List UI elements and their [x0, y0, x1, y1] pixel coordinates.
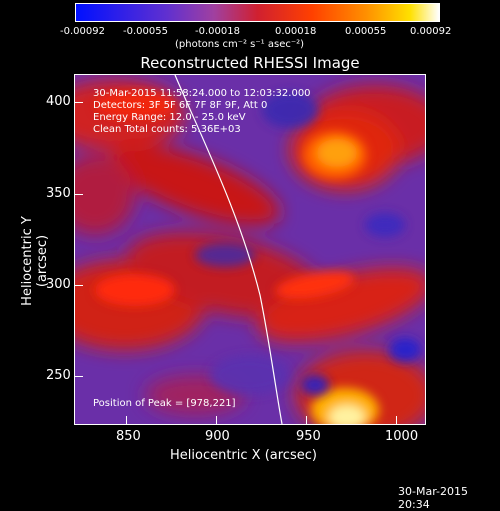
colorbar-tick: -0.00018: [195, 26, 240, 37]
x-tick-mark: [396, 416, 397, 424]
x-tick-label: 1000: [385, 429, 419, 444]
x-tick-label: 950: [296, 429, 321, 444]
x-tick-mark: [306, 416, 307, 424]
x-tick-mark: [126, 416, 127, 424]
colorbar-tick: 0.00092: [410, 26, 452, 37]
solar-limb-line: [174, 75, 283, 424]
time-range-label: 30-Mar-2015 11:58:24.000 to 12:03:32.000: [93, 88, 311, 99]
plot-timestamp: 30-Mar-2015 20:34: [398, 485, 468, 511]
y-tick-mark: [75, 102, 83, 103]
method-counts-label: Clean Total counts: 5.36E+03: [93, 124, 241, 135]
image-plot: [74, 74, 426, 425]
colorbar-units: (photons cm⁻² s⁻¹ asec⁻²): [175, 39, 305, 50]
y-tick-mark: [75, 285, 83, 286]
detectors-label: Detectors: 3F 5F 6F 7F 8F 9F, Att 0: [93, 100, 268, 111]
y-tick-label: 300: [46, 277, 71, 292]
colorbar: [75, 3, 440, 22]
heatmap-image: [75, 75, 425, 424]
y-tick-label: 350: [46, 186, 71, 201]
y-tick-label: 250: [46, 368, 71, 383]
y-tick-mark: [75, 376, 83, 377]
y-tick-mark: [75, 194, 83, 195]
x-tick-mark: [216, 416, 217, 424]
colorbar-tick: 0.00055: [345, 26, 387, 37]
x-axis-label: Heliocentric X (arcsec): [170, 448, 317, 463]
colorbar-tick: 0.00018: [275, 26, 317, 37]
y-tick-label: 400: [46, 94, 71, 109]
x-tick-label: 850: [116, 429, 141, 444]
plot-title: Reconstructed RHESSI Image: [140, 54, 360, 72]
peak-position-label: Position of Peak = [978,221]: [93, 398, 236, 409]
colorbar-tick: -0.00055: [123, 26, 168, 37]
y-axis-label: Heliocentric Y (arcsec): [20, 216, 50, 306]
colorbar-tick: -0.00092: [60, 26, 105, 37]
x-tick-label: 900: [205, 429, 230, 444]
energy-range-label: Energy Range: 12.0 - 25.0 keV: [93, 112, 246, 123]
